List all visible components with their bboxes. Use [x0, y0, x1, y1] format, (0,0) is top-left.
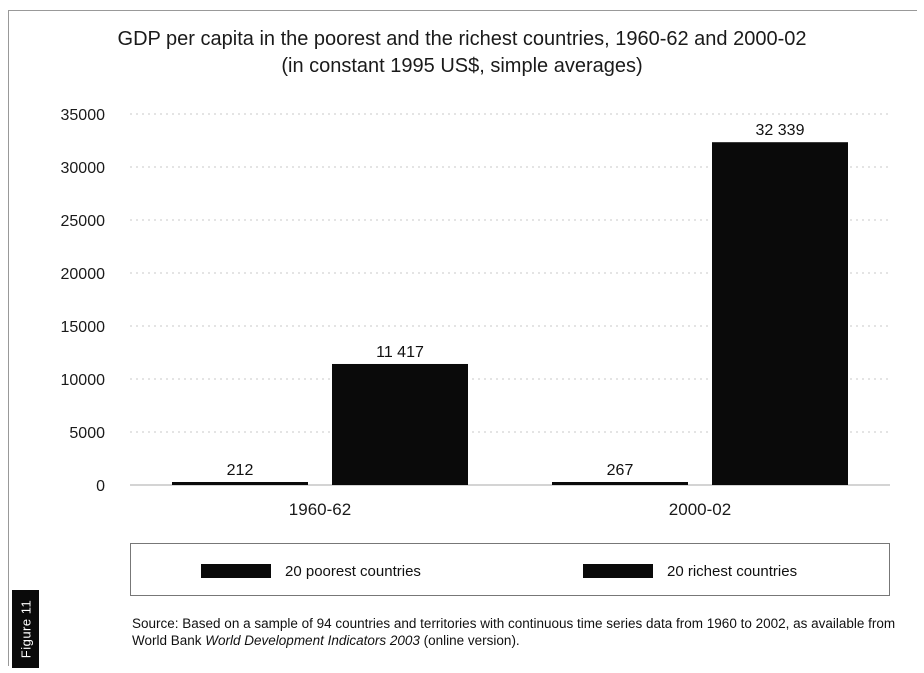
y-tick-label: 20000: [61, 266, 106, 283]
data-label: 212: [227, 462, 254, 479]
legend-label-richest: 20 richest countries: [667, 562, 798, 580]
source-note: Source: Based on a sample of 94 countrie…: [132, 615, 902, 649]
source-publication: World Development Indicators 2003: [205, 633, 420, 648]
y-tick-label: 0: [96, 478, 105, 495]
y-tick-label: 25000: [61, 213, 106, 230]
figure-number-label: Figure 11: [18, 599, 33, 659]
chart-title: GDP per capita in the poorest and the ri…: [117, 28, 807, 50]
y-tick-label: 5000: [69, 425, 105, 442]
figure-number-tab: Figure 11: [12, 590, 39, 668]
y-tick-label: 10000: [61, 372, 106, 389]
data-label: 11 417: [376, 344, 424, 361]
chart-subtitle: (in constant 1995 US$, simple averages): [281, 55, 643, 77]
x-tick-label: 1960-62: [289, 500, 351, 519]
legend-label-poorest: 20 poorest countries: [285, 562, 421, 580]
y-tick-label: 35000: [61, 107, 106, 124]
source-suffix: (online version).: [419, 633, 520, 648]
source-prefix: Source: Based on a sample of 94 countrie…: [132, 616, 896, 648]
bar-poorest-1960-62: [172, 482, 308, 485]
legend-item-poorest: 20 poorest countries: [201, 561, 421, 581]
x-tick-label: 2000-02: [669, 500, 731, 519]
legend-swatch-richest: [583, 564, 653, 578]
bar-richest-1960-62: [332, 363, 468, 485]
bar-chart: 0 5000 10000 15000 20000 25000 30000 35000 212 11…: [61, 107, 890, 519]
bar-poorest-2000-02: [552, 482, 688, 485]
legend-swatch-poorest: [201, 564, 271, 578]
legend-item-richest: 20 richest countries: [583, 561, 797, 581]
y-tick-label: 15000: [61, 319, 106, 336]
figure-frame: [8, 10, 917, 666]
data-label: 267: [607, 462, 634, 479]
bar-richest-2000-02: [712, 142, 848, 485]
chart-legend: 20 poorest countries 20 richest countrie…: [130, 543, 890, 596]
data-label: 32 339: [756, 122, 805, 139]
y-tick-label: 30000: [61, 160, 106, 177]
